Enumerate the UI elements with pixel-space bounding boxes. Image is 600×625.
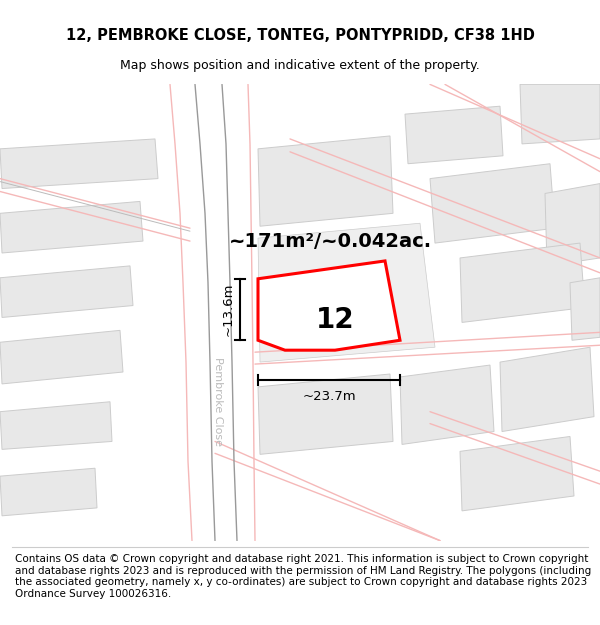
Polygon shape [0,266,133,318]
Polygon shape [0,331,123,384]
Polygon shape [258,136,393,226]
Polygon shape [258,261,400,350]
Text: Map shows position and indicative extent of the property.: Map shows position and indicative extent… [120,59,480,72]
Text: ~171m²/~0.042ac.: ~171m²/~0.042ac. [229,232,431,251]
Polygon shape [460,436,574,511]
Polygon shape [258,223,435,362]
Text: Pembroke Close: Pembroke Close [213,357,223,446]
Polygon shape [0,201,143,253]
Text: 12, PEMBROKE CLOSE, TONTEG, PONTYPRIDD, CF38 1HD: 12, PEMBROKE CLOSE, TONTEG, PONTYPRIDD, … [65,28,535,43]
Polygon shape [0,402,112,449]
Text: ~23.7m: ~23.7m [302,390,356,403]
Polygon shape [570,278,600,340]
Polygon shape [430,164,555,243]
Text: Contains OS data © Crown copyright and database right 2021. This information is : Contains OS data © Crown copyright and d… [15,554,591,599]
Text: ~13.6m: ~13.6m [221,282,235,336]
Polygon shape [0,468,97,516]
Polygon shape [405,106,503,164]
Text: 12: 12 [316,306,355,334]
Polygon shape [258,374,393,454]
Polygon shape [545,184,600,266]
Polygon shape [0,139,158,189]
Polygon shape [400,365,494,444]
Polygon shape [460,243,585,322]
Polygon shape [500,348,594,431]
Polygon shape [520,84,600,144]
